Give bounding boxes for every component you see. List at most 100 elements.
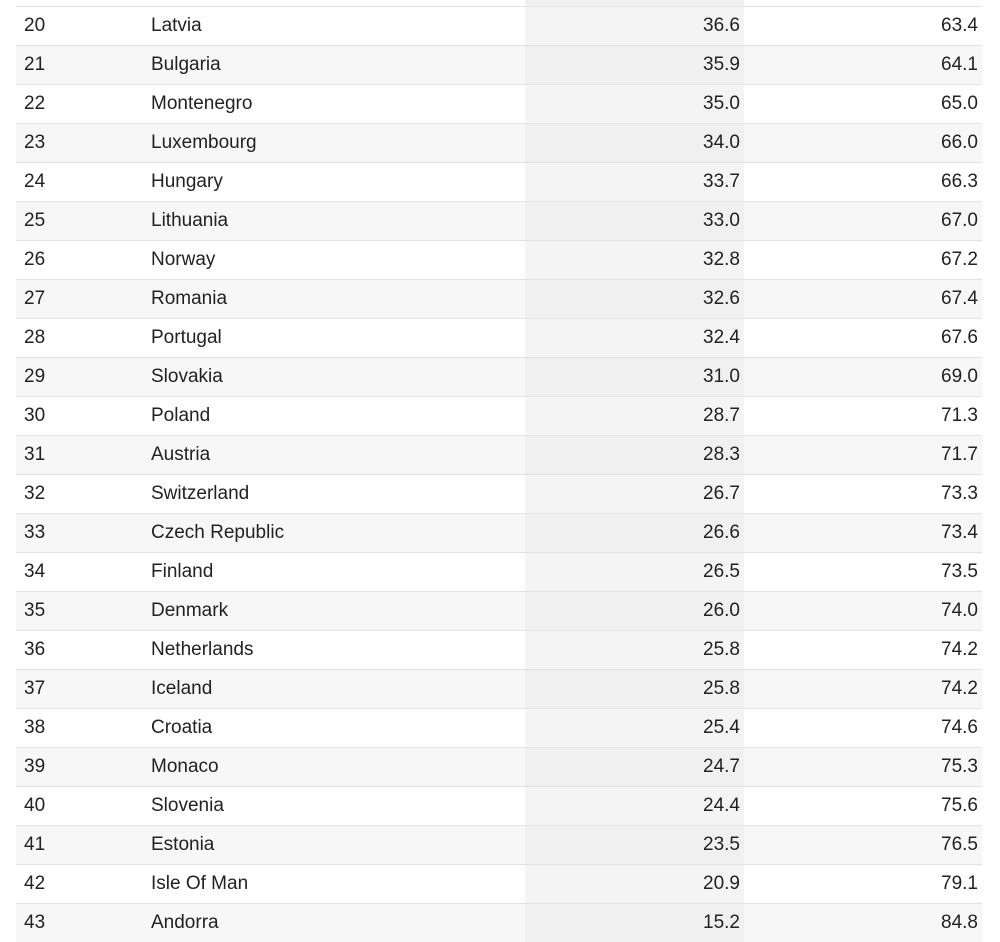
rank-cell: 33 (16, 513, 143, 553)
percentage-1-cell: 24.4 (525, 786, 744, 826)
percentage-2-cell: 74.2 (744, 630, 982, 670)
percentage-1-cell: 23.5 (525, 825, 744, 865)
rank-cell: 23 (16, 123, 143, 163)
percentage-1-cell: 25.8 (525, 669, 744, 709)
percentage-2-cell: 71.3 (744, 396, 982, 436)
percentage-1-cell: 26.0 (525, 591, 744, 631)
percentage-2-cell: 66.3 (744, 162, 982, 202)
table-row: 37 Iceland 25.8 74.2 (16, 669, 982, 709)
rank-cell: 26 (16, 240, 143, 280)
country-cell: Lithuania (143, 201, 525, 241)
rank-cell: 42 (16, 864, 143, 904)
table-row: 43 Andorra 15.2 84.8 (16, 903, 982, 942)
table-row: 36 Netherlands 25.8 74.2 (16, 630, 982, 670)
percentage-2-cell: 76.5 (744, 825, 982, 865)
table-row: 27 Romania 32.6 67.4 (16, 279, 982, 319)
percentage-1-cell: 32.8 (525, 240, 744, 280)
percentage-2-cell: 73.4 (744, 513, 982, 553)
rank-cell: 36 (16, 630, 143, 670)
rank-cell: 40 (16, 786, 143, 826)
table-row: 31 Austria 28.3 71.7 (16, 435, 982, 475)
table-row: 28 Portugal 32.4 67.6 (16, 318, 982, 358)
percentage-1-cell: 35.9 (525, 45, 744, 85)
rank-cell: 37 (16, 669, 143, 709)
percentage-1-cell: 34.0 (525, 123, 744, 163)
country-cell: Croatia (143, 708, 525, 748)
percentage-1-cell: 26.6 (525, 513, 744, 553)
country-cell: Bulgaria (143, 45, 525, 85)
table-row: 24 Hungary 33.7 66.3 (16, 162, 982, 202)
country-cell: Slovenia (143, 786, 525, 826)
table-row: 41 Estonia 23.5 76.5 (16, 825, 982, 865)
percentage-2-cell: 69.0 (744, 357, 982, 397)
country-cell: Latvia (143, 6, 525, 46)
country-percentage-table: 20 Latvia 36.6 63.4 21 Bulgaria 35.9 64.1 22 Mont… (16, 0, 982, 942)
percentage-2-cell: 74.6 (744, 708, 982, 748)
country-cell: Isle Of Man (143, 864, 525, 904)
table-row: 25 Lithuania 33.0 67.0 (16, 201, 982, 241)
percentage-2-cell: 73.5 (744, 552, 982, 592)
rank-cell: 20 (16, 6, 143, 46)
rank-cell: 35 (16, 591, 143, 631)
percentage-2-cell: 65.0 (744, 84, 982, 124)
percentage-1-cell: 35.0 (525, 84, 744, 124)
table-row-partial (16, 0, 982, 7)
rank-cell: 22 (16, 84, 143, 124)
percentage-1-cell: 31.0 (525, 357, 744, 397)
country-cell: Norway (143, 240, 525, 280)
percentage-2-cell: 75.6 (744, 786, 982, 826)
table-row: 22 Montenegro 35.0 65.0 (16, 84, 982, 124)
rank-cell: 27 (16, 279, 143, 319)
table-row: 39 Monaco 24.7 75.3 (16, 747, 982, 787)
percentage-1-cell: 25.8 (525, 630, 744, 670)
percentage-2-cell: 67.2 (744, 240, 982, 280)
table-row: 38 Croatia 25.4 74.6 (16, 708, 982, 748)
percentage-2-cell: 73.3 (744, 474, 982, 514)
country-cell: Switzerland (143, 474, 525, 514)
rank-cell: 39 (16, 747, 143, 787)
table-row: 26 Norway 32.8 67.2 (16, 240, 982, 280)
percentage-1-cell: 26.5 (525, 552, 744, 592)
percentage-1-cell: 25.4 (525, 708, 744, 748)
country-cell: Romania (143, 279, 525, 319)
rank-cell: 21 (16, 45, 143, 85)
rank-cell: 41 (16, 825, 143, 865)
table-row: 23 Luxembourg 34.0 66.0 (16, 123, 982, 163)
country-cell: Denmark (143, 591, 525, 631)
percentage-1-cell: 24.7 (525, 747, 744, 787)
rank-cell: 25 (16, 201, 143, 241)
rank-cell: 32 (16, 474, 143, 514)
percentage-2-cell: 64.1 (744, 45, 982, 85)
country-cell: Iceland (143, 669, 525, 709)
country-cell: Hungary (143, 162, 525, 202)
table-row: 42 Isle Of Man 20.9 79.1 (16, 864, 982, 904)
country-cell: Poland (143, 396, 525, 436)
rank-cell: 29 (16, 357, 143, 397)
table-row: 20 Latvia 36.6 63.4 (16, 6, 982, 46)
percentage-2-cell: 67.4 (744, 279, 982, 319)
percentage-1-cell: 33.0 (525, 201, 744, 241)
percentage-2-cell: 66.0 (744, 123, 982, 163)
country-cell: Monaco (143, 747, 525, 787)
country-cell: Andorra (143, 903, 525, 942)
rank-cell: 31 (16, 435, 143, 475)
percentage-1-cell: 32.4 (525, 318, 744, 358)
country-cell: Austria (143, 435, 525, 475)
rank-cell: 34 (16, 552, 143, 592)
percentage-2-cell: 74.2 (744, 669, 982, 709)
country-cell: Czech Republic (143, 513, 525, 553)
rank-cell: 38 (16, 708, 143, 748)
table-body: 20 Latvia 36.6 63.4 21 Bulgaria 35.9 64.1 22 Mont… (16, 0, 982, 942)
rank-cell: 43 (16, 903, 143, 942)
rank-cell: 30 (16, 396, 143, 436)
percentage-1-cell: 36.6 (525, 6, 744, 46)
table-row: 35 Denmark 26.0 74.0 (16, 591, 982, 631)
percentage-1-cell: 15.2 (525, 903, 744, 942)
percentage-2-cell: 63.4 (744, 6, 982, 46)
percentage-1-cell: 32.6 (525, 279, 744, 319)
percentage-1-cell: 20.9 (525, 864, 744, 904)
table-row: 33 Czech Republic 26.6 73.4 (16, 513, 982, 553)
country-cell: Portugal (143, 318, 525, 358)
table-row: 40 Slovenia 24.4 75.6 (16, 786, 982, 826)
